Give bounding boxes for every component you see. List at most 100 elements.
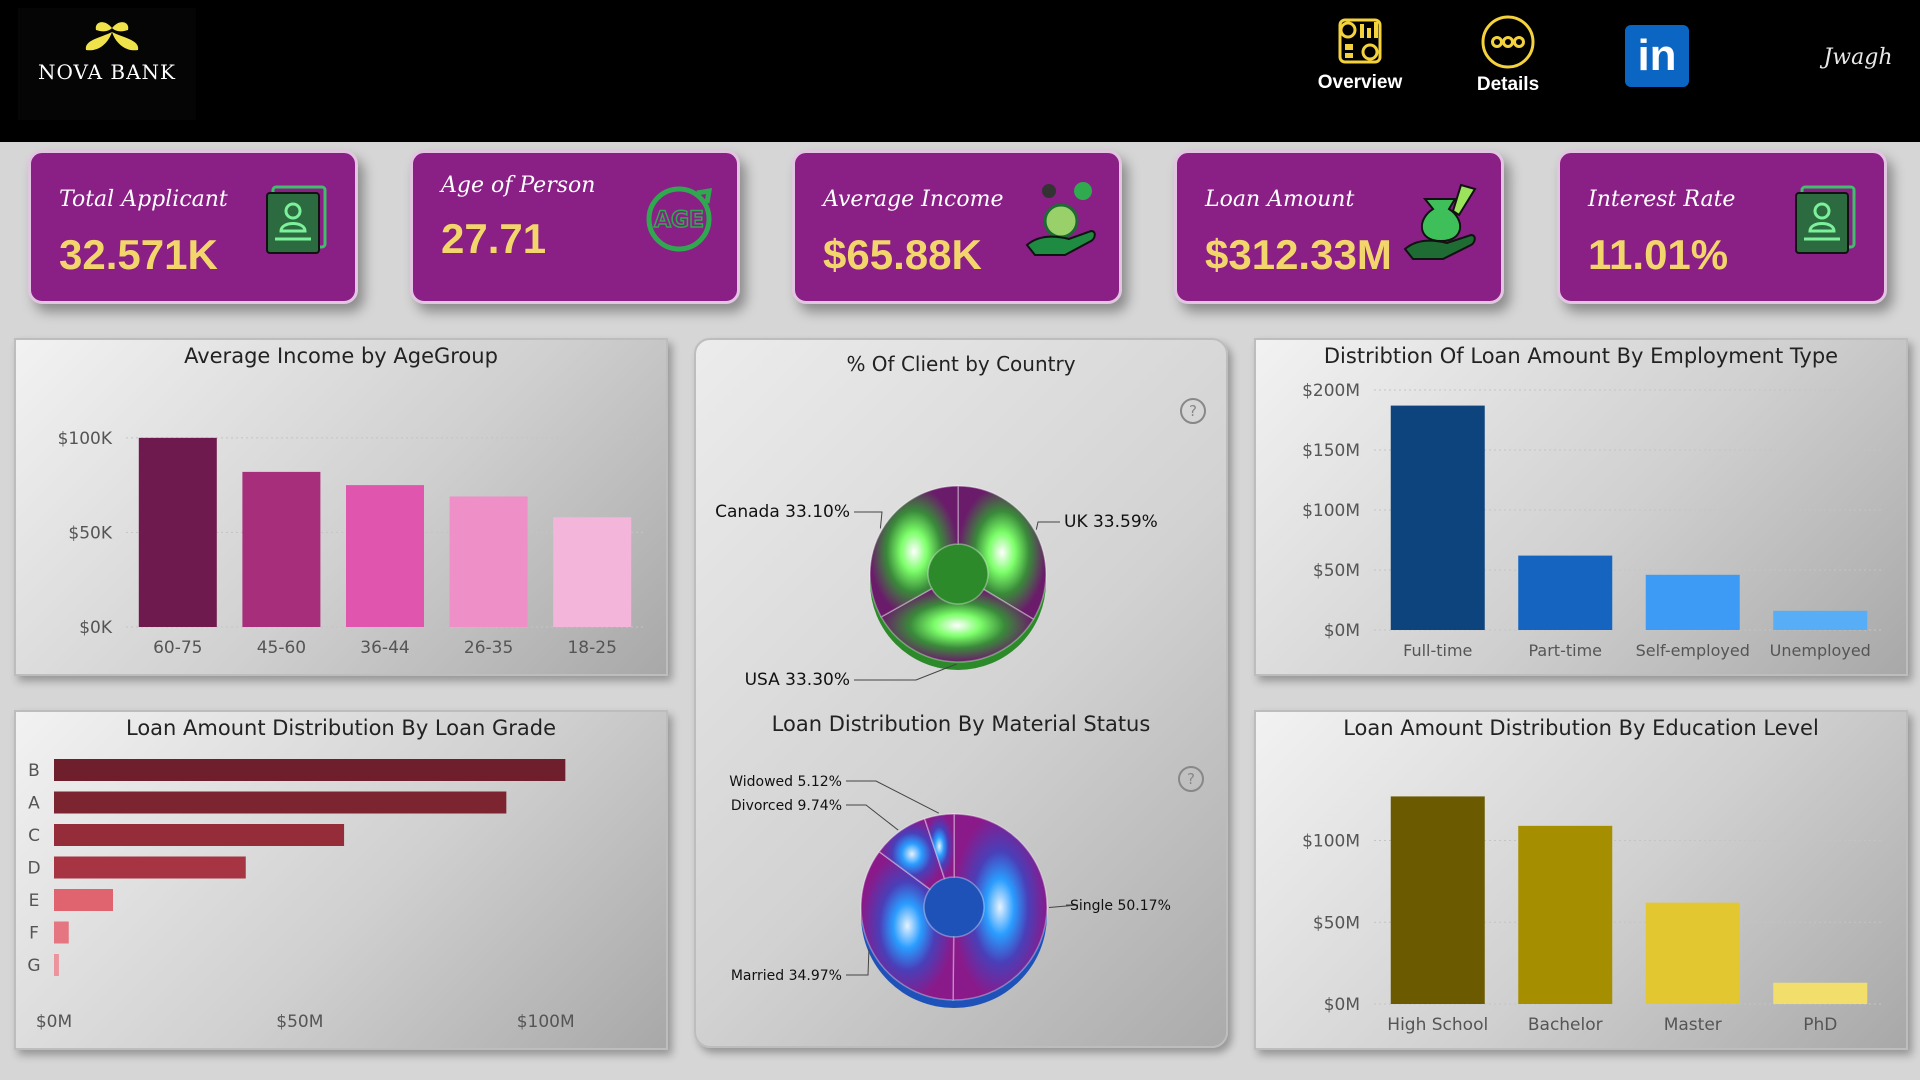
y-tick-label: $50M [1313, 561, 1360, 581]
slice-widowed[interactable] [923, 813, 955, 880]
kpi-interest-rate: Interest Rate 11.01% [1557, 150, 1887, 304]
kpi-title: Interest Rate [1588, 187, 1736, 212]
bar-26-35[interactable] [449, 496, 528, 627]
bar-unemployed[interactable] [1773, 610, 1868, 630]
chart-title: Loan Amount Distribution By Education Le… [1343, 716, 1819, 740]
kpi-value: 32.571K [59, 231, 218, 278]
x-tick-label: $50M [276, 1012, 323, 1032]
money-bag-hand-icon [1403, 183, 1477, 260]
x-tick-label: Part-time [1528, 641, 1602, 660]
bar-grade-a[interactable] [54, 791, 507, 814]
bar-grade-b[interactable] [54, 759, 566, 781]
chart-title: % Of Client by Country [846, 352, 1076, 376]
kpi-title: Age of Person [441, 173, 596, 198]
bar-45-60[interactable] [242, 471, 321, 627]
kpi-title: Total Applicant [59, 187, 228, 212]
y-tick-label: $150M [1302, 441, 1360, 461]
kpi-title: Average Income [823, 187, 1004, 212]
x-tick-label: $100M [517, 1012, 575, 1032]
rate-document-icon [1795, 185, 1856, 254]
chart-title: Loan Distribution By Material Status [771, 712, 1151, 736]
loan-by-education-panel: Loan Amount Distribution By Education Le… [1254, 710, 1908, 1050]
bar-full-time[interactable] [1390, 405, 1485, 630]
details-label: Details [1476, 74, 1540, 95]
overview-label: Overview [1317, 72, 1403, 93]
slice-divorced[interactable] [878, 817, 946, 891]
details-button[interactable]: Details [1448, 14, 1568, 98]
hand-money-icon [1025, 182, 1096, 256]
bar-high-school[interactable] [1390, 796, 1485, 1004]
kpi-average-income: Average Income $65.88K [792, 150, 1122, 304]
nova-bank-logo: NOVA BANK [18, 8, 196, 120]
x-tick-label: Master [1664, 1015, 1722, 1035]
y-tick-label: A [28, 794, 40, 814]
x-tick-label: PhD [1803, 1015, 1837, 1035]
y-tick-label: $0M [1324, 621, 1360, 641]
bank-name: NOVA BANK [37, 60, 176, 84]
x-tick-label: Self-employed [1636, 641, 1750, 660]
overview-button[interactable]: Overview [1300, 14, 1420, 98]
help-icon[interactable]: ? [1178, 766, 1204, 792]
chart-title: Average Income by AgeGroup [184, 344, 498, 368]
leader-line [1035, 521, 1060, 530]
kpi-loan-amount: Loan Amount $312.33M [1174, 150, 1504, 304]
bar-grade-e[interactable] [54, 889, 113, 911]
y-tick-label: E [29, 891, 40, 911]
age-icon-text: AGE [654, 208, 704, 233]
x-tick-label: $0M [36, 1012, 72, 1032]
top-bar: NOVA BANK Overview Details in Jwagh [0, 0, 1920, 142]
slice-label-widowed: Widowed 5.12% [729, 774, 842, 790]
leaf-logo-icon [85, 22, 139, 51]
slice-label-uk: UK 33.59% [1064, 512, 1158, 532]
leader-line [846, 949, 870, 976]
x-tick-label: Full-time [1403, 641, 1472, 660]
kpi-total-applicant: Total Applicant 32.571K [28, 150, 358, 304]
x-tick-label: High School [1387, 1015, 1488, 1035]
y-tick-label: $100M [1302, 501, 1360, 521]
leader-line [854, 511, 883, 529]
loan-by-employment-chart: $0M $50M $100M $150M $200M Full-time Part-time… [1302, 381, 1884, 660]
age-cycle-icon: AGE [646, 186, 713, 252]
x-tick-label: Unemployed [1770, 641, 1871, 660]
bar-grade-c[interactable] [54, 824, 345, 846]
bar-self-employed[interactable] [1645, 574, 1740, 630]
bar-grade-d[interactable] [54, 856, 246, 879]
bar-grade-g[interactable] [54, 954, 59, 976]
author-signature: Jwagh [1823, 45, 1893, 70]
bar-phd[interactable] [1773, 982, 1868, 1004]
y-tick-label: $50K [68, 523, 112, 543]
slice-usa[interactable] [880, 587, 1035, 663]
slice-single[interactable] [952, 813, 1048, 1001]
help-icon[interactable]: ? [1180, 398, 1206, 424]
x-tick-label: 36-44 [360, 638, 409, 658]
bar-master[interactable] [1645, 902, 1740, 1004]
y-tick-label: $0K [79, 618, 113, 638]
bar-part-time[interactable] [1518, 555, 1613, 630]
loan-by-education-chart: $0M $50M $100M High School Bachelor Master PhD [1302, 796, 1884, 1035]
kpi-title: Loan Amount [1205, 187, 1355, 212]
bar-60-75[interactable] [138, 437, 217, 627]
y-tick-label: $50M [1313, 913, 1360, 933]
bar-grade-f[interactable] [54, 921, 69, 944]
slice-canada[interactable] [869, 485, 959, 618]
slice-married[interactable] [860, 850, 955, 1001]
slice-uk[interactable] [957, 485, 1047, 621]
income-by-age-panel: Average Income by AgeGroup $0K $50K $100K 6… [14, 338, 668, 676]
kpi-value: 27.71 [441, 215, 547, 262]
bar-36-44[interactable] [346, 485, 424, 627]
linkedin-icon[interactable]: in [1625, 25, 1689, 87]
y-tick-label: C [28, 826, 40, 846]
slice-label-usa: USA 33.30% [745, 670, 850, 690]
chart-title: Distribtion Of Loan Amount By Employment… [1323, 344, 1839, 368]
kpi-age-of-person: Age of Person 27.71 AGE [410, 150, 740, 304]
slice-label-single: Single 50.17% [1070, 898, 1171, 914]
bar-18-25[interactable] [553, 517, 632, 627]
bar-bachelor[interactable] [1518, 825, 1613, 1004]
leader-line [1048, 904, 1079, 909]
x-tick-label: Bachelor [1528, 1015, 1603, 1035]
y-tick-label: B [28, 761, 40, 781]
y-tick-label: G [27, 956, 40, 976]
leader-line [846, 804, 899, 831]
client-by-country-donut: UK 33.59% USA 33.30% Canada 33.10% [715, 485, 1158, 690]
